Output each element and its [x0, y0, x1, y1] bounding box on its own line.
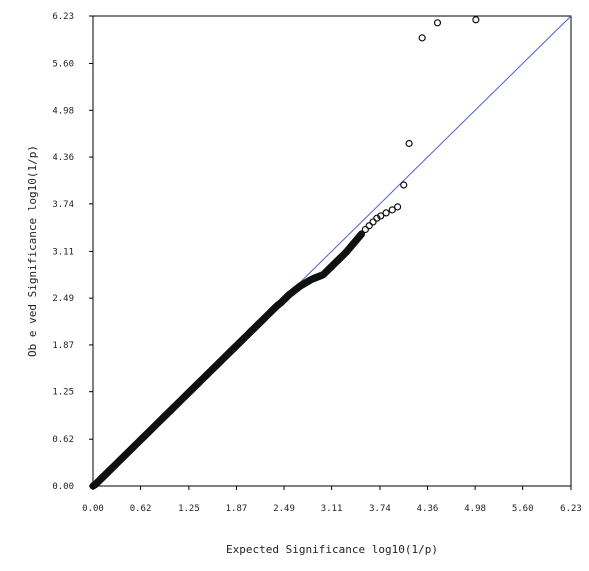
y-tick-label: 3.74	[52, 200, 74, 210]
x-tick-label: 3.11	[321, 504, 343, 514]
y-axis-ticks: 0.00 0.62 1.25 1.87 2.49 3.11 3.74 4.36 4.98 5.60…	[52, 12, 93, 492]
x-axis-title: Expected Significance log10(1/p)	[226, 543, 438, 556]
y-tick-label: 4.36	[52, 153, 74, 163]
y-tick-label: 4.98	[52, 106, 74, 116]
x-tick-label: 3.74	[369, 504, 391, 514]
y-tick-label: 5.60	[52, 60, 74, 70]
data-point	[365, 222, 373, 230]
data-point	[400, 181, 408, 189]
x-tick-label: 1.87	[226, 504, 248, 514]
data-point	[382, 209, 390, 217]
data-point	[472, 16, 480, 24]
data-point	[357, 230, 366, 238]
data-point	[394, 203, 402, 211]
y-tick-label: 1.87	[52, 341, 74, 351]
x-tick-label: 0.62	[130, 504, 152, 514]
data-point	[433, 19, 442, 27]
x-tick-label: 4.98	[464, 504, 486, 514]
data-point	[405, 139, 413, 148]
data-point	[361, 225, 369, 234]
data-point	[373, 214, 381, 222]
data-point	[369, 218, 377, 226]
y-tick-label: 0.00	[52, 482, 74, 492]
x-axis-ticks: 0.00 0.62 1.25 1.87 2.49 3.11 3.74 4.36 4.98 5.60…	[82, 486, 582, 514]
x-tick-label: 0.00	[82, 504, 104, 514]
y-tick-label: 3.11	[52, 247, 74, 257]
y-tick-label: 2.49	[52, 294, 74, 304]
y-tick-label: 1.25	[52, 388, 74, 398]
y-tick-label: 0.62	[52, 435, 74, 445]
data-point	[418, 34, 426, 42]
x-tick-label: 5.60	[512, 504, 534, 514]
x-tick-label: 1.25	[178, 504, 200, 514]
y-axis-title: Ob e ved Significance log10(1/p)	[26, 145, 39, 357]
data-point	[377, 212, 385, 220]
x-tick-label: 4.36	[417, 504, 439, 514]
y-tick-label: 6.23	[52, 12, 74, 22]
x-tick-label: 2.49	[273, 504, 295, 514]
x-tick-label: 6.23	[560, 504, 582, 514]
points-layer	[89, 16, 480, 490]
data-point	[388, 206, 396, 214]
